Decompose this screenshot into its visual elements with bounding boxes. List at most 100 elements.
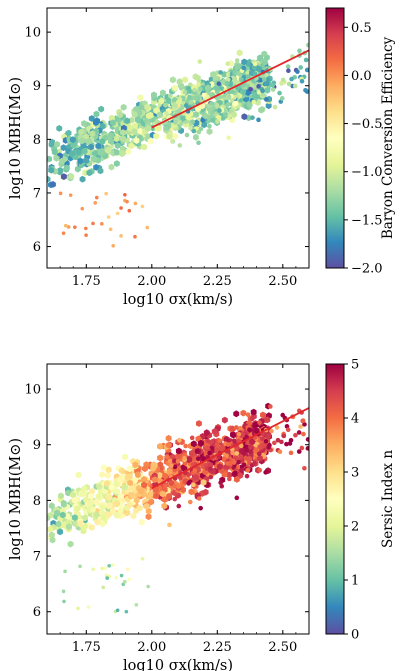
- scatter-point: [258, 77, 264, 83]
- outlier-point: [78, 564, 82, 569]
- hexbin-cell: [180, 114, 187, 122]
- scatter-point: [208, 474, 214, 480]
- scatter-point: [261, 77, 267, 82]
- colorbar-label: Sersic Index n: [380, 450, 396, 548]
- hexbin-cell: [161, 502, 168, 510]
- outlier-point: [100, 222, 104, 226]
- hexbin-cell: [128, 142, 135, 150]
- hexbin-cell: [133, 137, 140, 144]
- hexbin-cell: [61, 173, 67, 180]
- outlier-point: [123, 579, 127, 584]
- hexbin-cell: [257, 54, 263, 62]
- y-axis-label: log10 MBH(M⊙): [8, 77, 24, 199]
- hexbin-cell: [47, 514, 51, 522]
- hexbin-cell: [83, 157, 90, 164]
- scatter-point: [265, 77, 271, 83]
- hexbin-cell: [89, 130, 96, 138]
- hexbin-cell: [49, 536, 56, 544]
- scatter-point: [187, 94, 192, 100]
- scatter-point: [251, 99, 256, 105]
- outlier-point: [91, 567, 95, 572]
- hexbin-cell: [170, 76, 176, 84]
- hexbin-cell: [59, 157, 65, 165]
- hexbin-cell: [221, 416, 228, 424]
- scatter-point: [236, 438, 242, 444]
- scatter-point: [279, 96, 285, 101]
- outlier-point: [107, 563, 111, 568]
- scatter-point: [284, 441, 289, 447]
- scatter-point: [300, 418, 306, 424]
- scatter-point: [205, 438, 211, 444]
- scatter-point: [224, 453, 229, 458]
- hexbin-cell: [90, 155, 97, 163]
- scatter-point: [289, 76, 294, 82]
- hexbin-cell: [145, 513, 152, 521]
- scatter-point: [191, 128, 197, 134]
- outlier-point: [103, 566, 108, 571]
- hexbin-cell: [83, 133, 89, 140]
- scatter-point: [298, 65, 304, 70]
- x-tick-label: 2.50: [268, 640, 297, 655]
- scatter-point: [260, 88, 265, 94]
- scatter-point: [305, 446, 309, 451]
- scatter-point: [191, 482, 196, 488]
- scatter-point: [234, 495, 240, 501]
- scatter-point: [272, 440, 277, 446]
- scatter-point: [231, 460, 237, 465]
- scatter-point: [207, 123, 212, 129]
- hexbin-cell: [108, 483, 115, 491]
- hexbin-cell: [81, 147, 88, 155]
- scatter-point: [196, 81, 201, 87]
- scatter-point: [166, 97, 171, 102]
- hexbin-cell: [190, 440, 197, 448]
- hexbin-cell: [265, 102, 272, 110]
- scatter-point: [263, 470, 268, 475]
- scatter-point: [217, 108, 222, 114]
- scatter-point: [198, 86, 203, 92]
- hexbin-cell: [256, 454, 263, 462]
- hexbin-cell: [89, 488, 95, 495]
- scatter-point: [178, 121, 184, 127]
- outlier-point: [76, 606, 80, 611]
- scatter-point: [241, 65, 247, 71]
- hexbin-cell: [93, 163, 100, 171]
- hexbin-cell: [65, 129, 72, 137]
- hexbin-cell: [233, 476, 240, 483]
- hexbin-cell: [258, 106, 265, 114]
- scatter-point: [257, 420, 262, 425]
- colorbar-tick-label: 3: [351, 466, 359, 481]
- scatter-point: [175, 458, 181, 464]
- scatter-point: [299, 78, 305, 84]
- scatter-point: [236, 431, 242, 437]
- hexbin-cell: [64, 164, 70, 172]
- x-tick-label: 2.50: [268, 274, 297, 289]
- scatter-point: [239, 467, 244, 473]
- hexbin-cell: [122, 453, 128, 461]
- scatter-point: [303, 57, 309, 63]
- scatter-point: [286, 68, 291, 74]
- scatter-point: [218, 70, 223, 75]
- scatter-point: [227, 113, 233, 119]
- hexbin-cell: [74, 165, 81, 173]
- hexbin-cell: [201, 121, 208, 129]
- hexbin-cell: [145, 125, 152, 132]
- scatter-point: [302, 465, 307, 471]
- y-tick-label: 10: [24, 383, 41, 398]
- hexbin-cell: [137, 487, 144, 495]
- hexbin-cell: [86, 137, 93, 145]
- outlier-point: [140, 556, 145, 561]
- scatter-point: [182, 452, 187, 457]
- hexbin-cell: [93, 499, 100, 506]
- colorbar-tick-label: 0.0: [351, 69, 372, 84]
- hexbin-cell: [54, 509, 61, 517]
- scatter-point: [298, 424, 303, 429]
- outlier-point: [127, 208, 132, 213]
- outlier-point: [66, 225, 71, 229]
- outlier-point: [73, 225, 77, 229]
- hexbin-cell: [144, 103, 151, 111]
- hexbin-cell: [234, 63, 241, 71]
- scatter-point: [306, 42, 309, 48]
- hexbin-cell: [231, 111, 237, 118]
- scatter-point: [288, 437, 294, 443]
- scatter-point: [196, 129, 202, 135]
